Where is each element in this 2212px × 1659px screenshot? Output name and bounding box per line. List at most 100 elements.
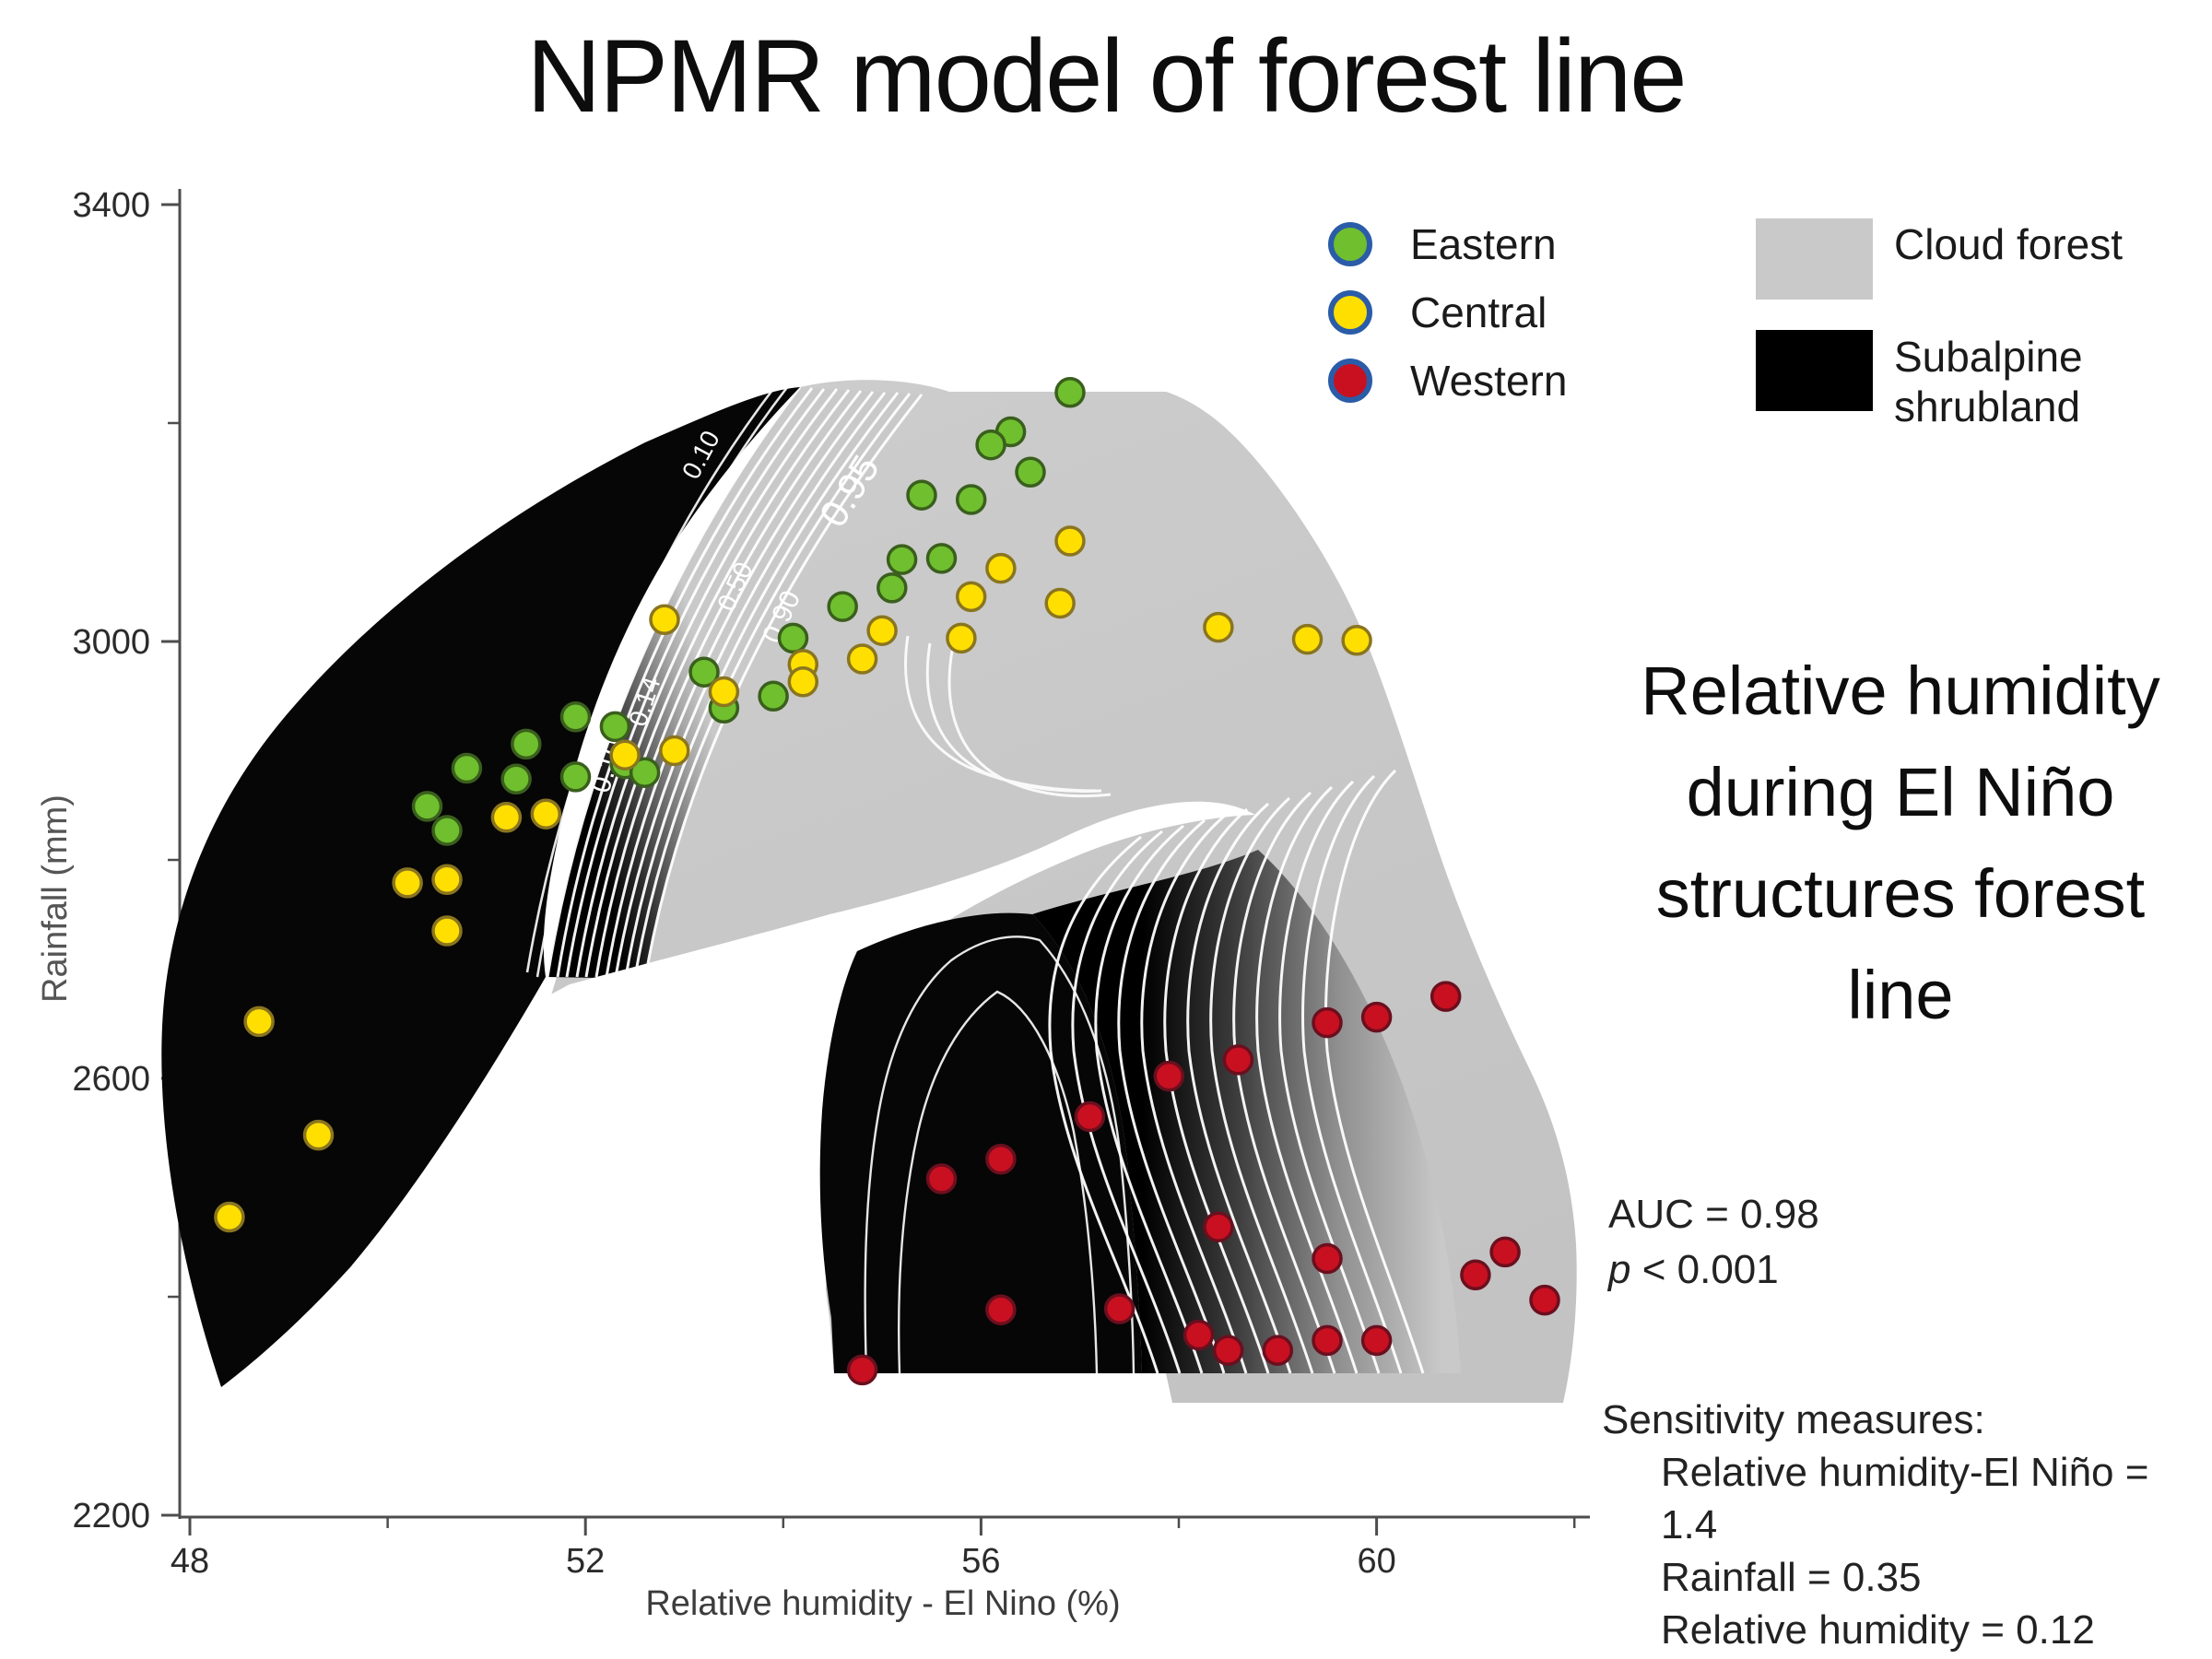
data-point-western (1529, 1284, 1560, 1316)
data-point-eastern (599, 711, 631, 743)
sensitivity-measures: Sensitivity measures: Relative humidity-… (1602, 1394, 2212, 1656)
data-point-central (846, 643, 878, 675)
data-point-central (985, 552, 1017, 584)
data-point-eastern (451, 752, 483, 784)
data-point-central (1044, 587, 1076, 619)
lobe-inner-contours (864, 935, 1135, 1374)
tick-label: 56 (961, 1542, 1000, 1581)
site-legend-markers (1328, 222, 1372, 403)
lower-contour-lines (1048, 769, 1425, 1374)
series-central (214, 525, 1372, 1233)
data-point-western (846, 1354, 878, 1386)
data-point-central (866, 615, 898, 646)
headline-line-1: Relative humidity (1641, 653, 2160, 729)
data-point-eastern (758, 680, 789, 712)
data-point-eastern (559, 761, 592, 793)
data-point-eastern (411, 791, 443, 822)
data-point-central (1341, 625, 1372, 656)
data-point-eastern (1015, 456, 1046, 488)
y-axis-title: Rainfall (mm) (36, 794, 75, 1003)
tick-label: 60 (1357, 1542, 1395, 1581)
corridor-contour-lines (904, 635, 1112, 798)
tick-label: 3400 (72, 186, 150, 225)
model-stats: AUC = 0.98 p < 0.001 (1608, 1187, 1819, 1298)
data-point-central (946, 622, 977, 654)
headline-line-3: structures forest (1655, 855, 2146, 932)
data-point-central (214, 1201, 245, 1233)
data-point-eastern (886, 544, 918, 575)
data-point-western (1460, 1259, 1491, 1291)
data-point-eastern (559, 701, 592, 733)
legend-label-subalpine-line1: Subalpine (1894, 333, 2083, 381)
sensitivity-heading: Sensitivity measures: (1602, 1397, 1985, 1442)
series-western (846, 981, 1560, 1386)
data-point-western (1153, 1060, 1185, 1092)
data-point-western (1182, 1319, 1215, 1351)
data-point-central (1054, 525, 1086, 557)
crescent-inner-contours (525, 384, 790, 978)
data-point-eastern (1054, 377, 1086, 408)
data-point-western (1360, 1324, 1393, 1357)
data-point-western (1103, 1293, 1135, 1324)
legend-label-eastern: Eastern (1410, 220, 1557, 268)
data-point-western (1312, 1006, 1343, 1039)
data-point-western (1262, 1335, 1294, 1366)
data-point-western (1074, 1100, 1106, 1133)
sensitivity-item-3: Relative humidity = 0.12 (1661, 1607, 2095, 1653)
page-title: NPMR model of forest line (526, 18, 1687, 134)
data-point-eastern (500, 763, 532, 795)
tick-label: 48 (171, 1542, 209, 1581)
data-point-eastern (975, 429, 1006, 461)
headline: Relative humidity during El Niño structu… (1578, 641, 2212, 1046)
tick-label: 2200 (72, 1497, 150, 1535)
sensitivity-item-1: Relative humidity-El Niño = 1.4 (1661, 1450, 2149, 1547)
data-point-central (1203, 611, 1234, 643)
legend-label-subalpine: Subalpine shrubland (1894, 332, 2083, 431)
data-point-western (1312, 1324, 1343, 1357)
legend-label-central: Central (1410, 288, 1547, 336)
x-axis-title: Relative humidity - El Nino (%) (645, 1584, 1120, 1623)
p-rest: < 0.001 (1630, 1247, 1779, 1292)
data-point-central (659, 735, 690, 767)
data-point-western (1222, 1044, 1254, 1076)
p-symbol: p (1608, 1247, 1631, 1292)
white-notch (498, 801, 1255, 1438)
data-point-central (392, 867, 423, 899)
data-point-western (925, 1163, 958, 1194)
data-point-eastern (629, 757, 661, 788)
data-point-central (302, 1119, 335, 1151)
cloud-forest-swatch (1756, 218, 1873, 300)
upper-contour-lines (546, 386, 924, 980)
tick-label: 52 (566, 1542, 605, 1581)
tick-label: 2600 (72, 1060, 150, 1099)
data-point-central (1291, 623, 1324, 655)
data-point-eastern (688, 656, 720, 688)
data-point-central (955, 581, 987, 613)
central-legend-dot (1328, 290, 1372, 335)
scatter-points (214, 377, 1560, 1386)
data-point-western (985, 1143, 1017, 1175)
data-point-central (490, 802, 523, 833)
data-point-eastern (925, 543, 958, 574)
data-point-eastern (906, 479, 937, 511)
legend-label-cloud-forest: Cloud forest (1894, 220, 2124, 268)
data-point-eastern (827, 591, 858, 622)
data-point-eastern (511, 728, 542, 760)
series-eastern (411, 377, 1086, 846)
tick-layer: 48 52 56 60 3400 3000 2600 2200 (72, 186, 1576, 1581)
p-value: p < 0.001 (1608, 1242, 1819, 1298)
data-point-eastern (955, 484, 987, 515)
data-point-eastern (431, 815, 463, 846)
data-point-western (1489, 1236, 1521, 1268)
data-point-western (1212, 1335, 1244, 1366)
headline-line-4: line (1847, 957, 1954, 1033)
data-point-central (530, 798, 562, 830)
data-point-central (431, 915, 463, 947)
data-point-western (1360, 1001, 1393, 1033)
data-point-central (649, 604, 680, 636)
eastern-legend-dot (1328, 222, 1372, 266)
data-point-central (787, 666, 819, 698)
legend-label-subalpine-line2: shrubland (1894, 382, 2081, 430)
